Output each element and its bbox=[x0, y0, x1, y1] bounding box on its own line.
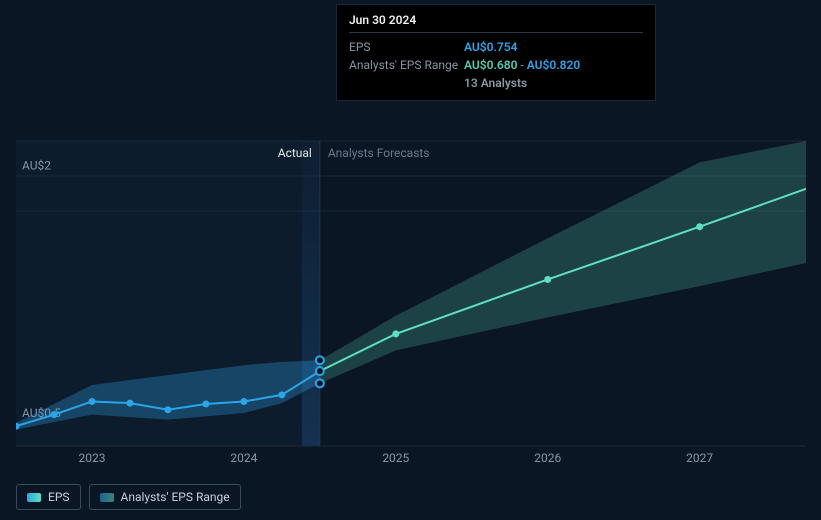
eps-marker[interactable] bbox=[50, 411, 57, 418]
chart-legend: EPS Analysts' EPS Range bbox=[16, 484, 241, 510]
x-axis-label: 2027 bbox=[686, 451, 713, 465]
range-area-forecast bbox=[320, 141, 806, 383]
tooltip-analyst-count: 13 Analysts bbox=[464, 76, 527, 90]
legend-item-eps[interactable]: EPS bbox=[16, 484, 81, 510]
hover-marker bbox=[316, 367, 324, 375]
tooltip-row-label: Analysts' EPS Range bbox=[349, 58, 464, 72]
section-label-forecast: Analysts Forecasts bbox=[328, 146, 430, 160]
legend-item-range[interactable]: Analysts' EPS Range bbox=[89, 484, 241, 510]
tooltip-row: Analysts' EPS RangeAU$0.680 - AU$0.820 bbox=[349, 56, 643, 74]
tooltip-row-range: AU$0.680 - AU$0.820 bbox=[464, 58, 580, 72]
legend-swatch bbox=[100, 493, 114, 502]
hover-band bbox=[302, 141, 320, 446]
eps-marker[interactable] bbox=[126, 400, 133, 407]
eps-marker[interactable] bbox=[544, 276, 551, 283]
chart-tooltip: Jun 30 2024 EPSAU$0.754Analysts' EPS Ran… bbox=[336, 4, 656, 101]
eps-marker[interactable] bbox=[240, 398, 247, 405]
tooltip-row-label: EPS bbox=[349, 40, 464, 54]
tooltip-date: Jun 30 2024 bbox=[349, 13, 643, 33]
eps-marker[interactable] bbox=[202, 400, 209, 407]
hover-marker bbox=[316, 356, 324, 364]
x-axis-label: 2024 bbox=[230, 451, 257, 465]
eps-marker[interactable] bbox=[278, 391, 285, 398]
x-axis-label: 2023 bbox=[78, 451, 105, 465]
tooltip-row: EPSAU$0.754 bbox=[349, 38, 643, 56]
eps-marker[interactable] bbox=[392, 330, 399, 337]
eps-marker[interactable] bbox=[164, 406, 171, 413]
tooltip-row-value: AU$0.754 bbox=[464, 40, 517, 54]
hover-marker bbox=[316, 379, 324, 387]
legend-label: EPS bbox=[48, 490, 70, 504]
eps-marker[interactable] bbox=[696, 223, 703, 230]
legend-swatch bbox=[27, 493, 41, 502]
x-axis-label: 2025 bbox=[382, 451, 409, 465]
y-axis-label: AU$2 bbox=[22, 159, 51, 173]
eps-marker[interactable] bbox=[88, 398, 95, 405]
legend-label: Analysts' EPS Range bbox=[121, 490, 230, 504]
x-axis-label: 2026 bbox=[534, 451, 561, 465]
